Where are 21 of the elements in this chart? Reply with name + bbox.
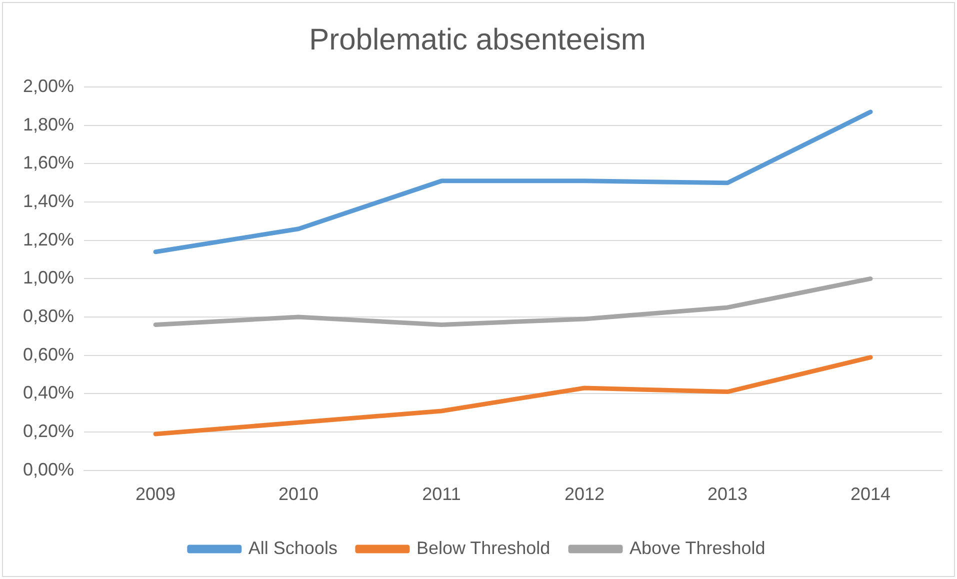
legend-label: Above Threshold	[630, 538, 766, 558]
y-tick-label: 0,00%	[22, 459, 74, 480]
y-tick-label: 1,20%	[22, 229, 74, 250]
chart-title: Problematic absenteeism	[309, 23, 646, 56]
x-tick-label: 2012	[564, 484, 605, 504]
x-tick-label: 2010	[278, 484, 319, 504]
y-tick-label: 1,00%	[22, 268, 74, 288]
x-tick-label: 2011	[422, 484, 461, 504]
y-tick-label: 0,60%	[22, 344, 74, 364]
x-tick-label: 2014	[850, 484, 891, 504]
y-tick-label: 1,40%	[22, 190, 74, 211]
y-tick-label: 1,60%	[22, 152, 74, 173]
y-tick-label: 1,80%	[22, 114, 74, 134]
y-tick-label: 0,40%	[22, 382, 74, 403]
legend-label: Below Threshold	[416, 538, 550, 558]
y-tick-label: 2,00%	[22, 76, 74, 96]
y-tick-label: 0,80%	[22, 306, 74, 326]
y-tick-label: 0,20%	[22, 421, 74, 442]
legend-label: All Schools	[248, 538, 338, 558]
x-tick-label: 2013	[707, 484, 748, 504]
x-tick-label: 2009	[136, 484, 176, 504]
